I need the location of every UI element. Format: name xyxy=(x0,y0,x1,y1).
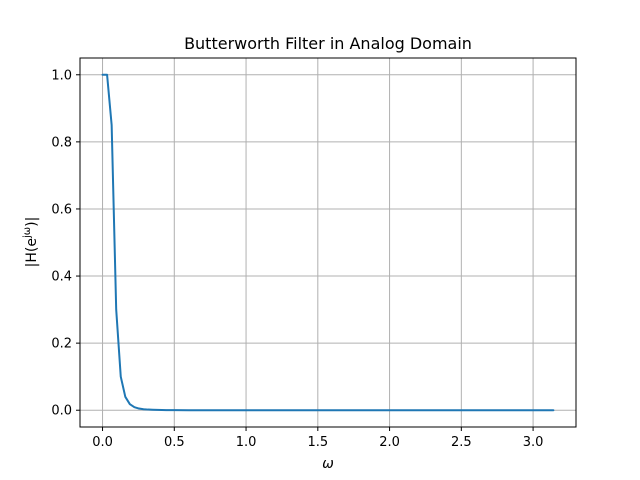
plot-area xyxy=(80,58,576,427)
y-tick-label: 0.0 xyxy=(51,404,72,419)
y-axis-label-suffix: )| xyxy=(24,217,40,227)
y-axis-label: |H(ejω)| xyxy=(22,217,40,268)
x-tick-label: 2.0 xyxy=(379,435,400,450)
series-line xyxy=(101,73,555,412)
x-tick-label: 3.0 xyxy=(523,435,544,450)
y-axis-ticks: 0.0 0.2 0.4 0.6 0.8 1.0 xyxy=(51,68,80,419)
x-axis-label: ω xyxy=(322,456,334,472)
y-tick-label: 1.0 xyxy=(51,68,72,83)
series-layer xyxy=(101,73,555,412)
x-tick-label: 0.0 xyxy=(92,435,113,450)
x-tick-label: 1.0 xyxy=(236,435,257,450)
chart-title: Butterworth Filter in Analog Domain xyxy=(184,34,472,53)
y-tick-label: 0.8 xyxy=(51,135,72,150)
x-tick-label: 0.5 xyxy=(164,435,185,450)
y-axis-label-superscript: jω xyxy=(22,227,33,239)
y-tick-label: 0.6 xyxy=(51,202,72,217)
y-tick-label: 0.4 xyxy=(51,270,72,285)
y-axis-label-prefix: |H(e xyxy=(24,238,40,267)
x-axis-ticks: 0.0 0.5 1.0 1.5 2.0 2.5 3.0 xyxy=(92,427,543,450)
x-tick-label: 2.5 xyxy=(451,435,472,450)
plot-frame xyxy=(79,57,577,428)
x-tick-label: 1.5 xyxy=(307,435,328,450)
y-tick-label: 0.2 xyxy=(51,337,72,352)
